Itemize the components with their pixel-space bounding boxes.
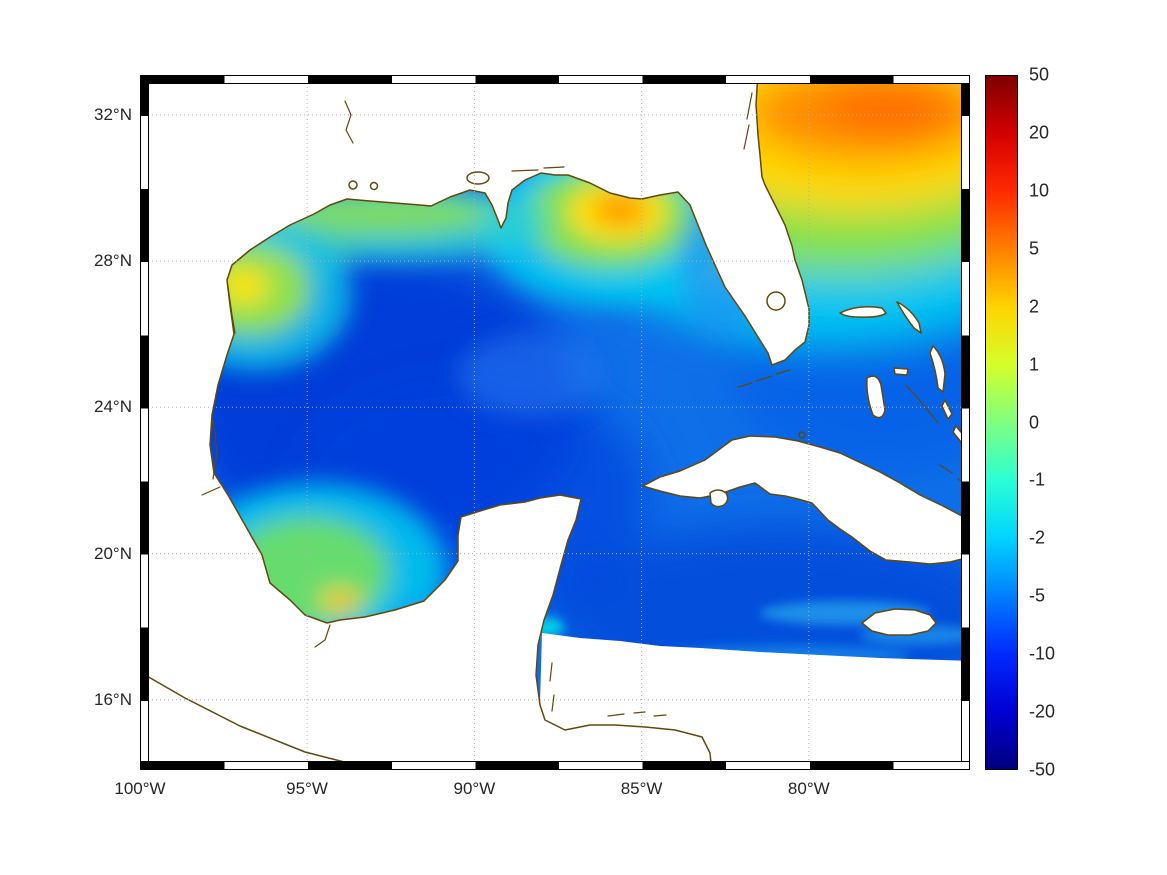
grijalva-lagoons [314,624,331,648]
y-tick-label: 24°N [94,397,132,417]
y-tick-label: 32°N [94,104,132,124]
y-tick-label: 20°N [94,543,132,563]
colorbar [985,75,1018,770]
map-frame-right [961,75,970,770]
mainland-coastline [209,75,810,770]
abaco [896,301,922,334]
sabine-lake [348,180,358,190]
calcasieu-lake [369,181,379,191]
y-tick-label: 28°N [94,251,132,271]
isla-juventud [709,489,729,508]
colorbar-tick-label: 1 [1029,354,1040,375]
colorbar-tick-label: -1 [1029,469,1046,490]
colorbar-tick-label: -5 [1029,585,1046,606]
coastlines [140,75,970,770]
no-data-mask-south [538,633,970,770]
exuma-cays [905,384,939,424]
lake-okeechobee [766,291,786,311]
belize-cays [549,662,555,712]
map-frame-top [140,75,970,84]
colorbar-tick-label: 50 [1029,64,1050,85]
y-tick-label: 16°N [94,689,132,709]
map-svg [140,75,970,770]
colorbar-tick-label: 2 [1029,296,1040,317]
inland-river-texas [344,100,354,144]
laguna-madre-mexico [212,419,218,480]
x-tick-label: 85°W [620,779,663,798]
colorbar-tick-label: -20 [1029,701,1056,722]
colorbar-tick-label: -10 [1029,643,1056,664]
x-tick-label: 95°W [286,779,328,798]
jamaica [861,608,937,636]
laguna-madre-texas [227,286,236,334]
lake-pontchartrain [466,171,490,185]
x-tick-label: 80°W [787,779,830,798]
honduras-bay-islands [607,711,667,717]
cay-sal [798,431,806,439]
colorbar-tick-label: -2 [1029,527,1046,548]
map-frame-bottom [140,761,970,770]
eleuthera [929,345,946,393]
new-providence [893,367,909,376]
colorbar-tick-label: 0 [1029,412,1040,432]
georgia-coast-marsh [743,92,753,150]
cat-island [941,399,953,420]
map-plot [140,75,970,770]
mississippi-sound-islands [511,166,565,172]
x-tick-label: 100°W [114,779,166,798]
florida-keys [737,369,791,388]
colorbar-tick-label: 5 [1029,238,1040,259]
map-frame-left [140,75,149,770]
colorbar-tick-label: -50 [1029,759,1056,780]
grand-bahama [839,306,887,318]
rio-panuco [201,486,221,496]
colorbar-tick-label: 20 [1029,122,1050,143]
x-tick-label: 90°W [453,779,496,798]
colorbar-tick-label: 10 [1029,180,1050,201]
cuba [642,435,970,565]
